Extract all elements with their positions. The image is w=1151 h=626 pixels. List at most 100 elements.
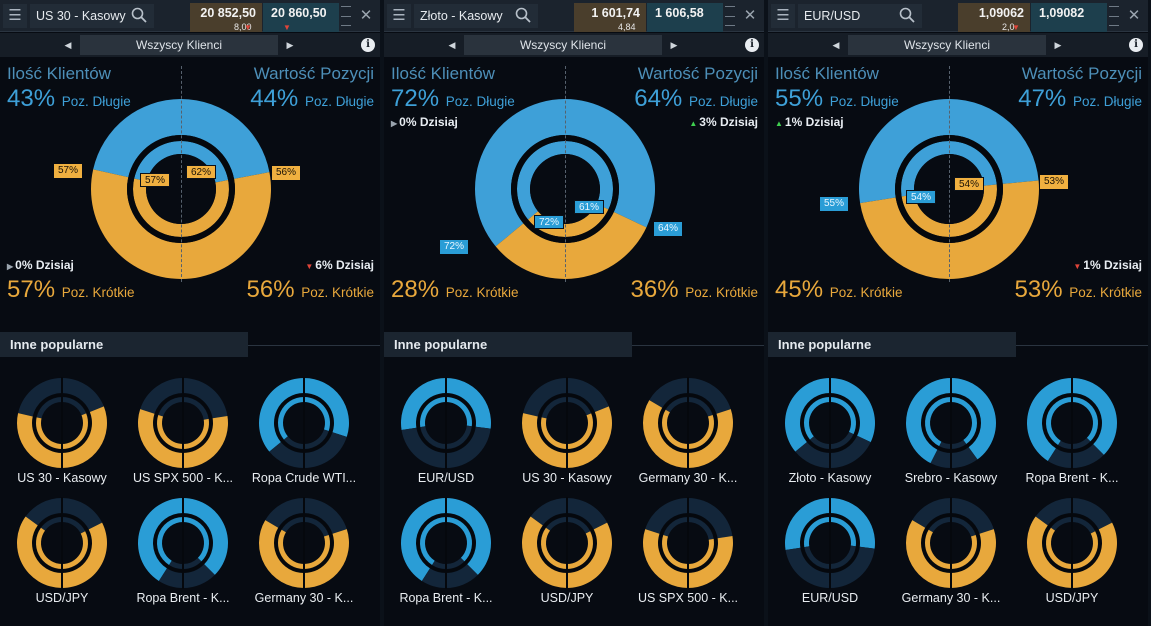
clients-outer-long-arc xyxy=(93,99,181,178)
mini-outer-left-long-arc xyxy=(530,498,567,526)
popular-instrument[interactable]: Germany 30 - K... xyxy=(629,377,747,495)
popular-instrument-name: Ropa Crude WTI... xyxy=(251,471,357,485)
mini-inner-left-long-arc xyxy=(663,517,688,537)
popular-instrument[interactable]: Ropa Crude WTI... xyxy=(245,377,363,495)
mini-inner-left-long-arc xyxy=(545,517,567,531)
search-icon[interactable] xyxy=(514,6,532,24)
prev-filter-icon[interactable]: ◀ xyxy=(832,40,840,50)
mini-inner-right-long-arc xyxy=(688,397,713,417)
spread-value: 8,00 xyxy=(234,22,252,32)
menu-icon[interactable]: ☰ xyxy=(387,4,411,28)
menu-icon[interactable]: ☰ xyxy=(771,4,795,28)
sell-down-arrow-icon: ▼ xyxy=(244,23,252,32)
popular-divider xyxy=(248,345,380,346)
client-filter-label[interactable]: Wszyscy Klienci xyxy=(848,35,1046,55)
sell-price-button[interactable]: 1 601,74 xyxy=(574,3,646,32)
popular-mini-donut xyxy=(138,377,228,469)
buy-price-button[interactable]: 1 606,58 xyxy=(647,3,723,32)
popular-heading: Inne popularne xyxy=(384,332,632,357)
mini-inner-left-long-arc xyxy=(36,397,62,419)
mini-outer-right-short-arc xyxy=(183,564,215,588)
search-icon[interactable] xyxy=(130,6,148,24)
drag-handle-icon[interactable] xyxy=(341,6,351,26)
mini-inner-right-long-arc xyxy=(446,517,472,562)
popular-mini-donut xyxy=(1027,497,1117,589)
popular-instrument[interactable]: US SPX 500 - K... xyxy=(629,497,747,615)
mini-inner-right-short-arc xyxy=(688,414,714,449)
mini-inner-right-long-arc xyxy=(1072,517,1096,534)
popular-instrument[interactable]: Srebro - Kasowy xyxy=(892,377,1010,495)
popular-instrument[interactable]: EUR/USD xyxy=(387,377,505,495)
mini-inner-left-short-arc xyxy=(1058,440,1072,449)
search-icon[interactable] xyxy=(898,6,916,24)
value-today-change: ▲ 3% Dzisiaj xyxy=(689,115,758,129)
info-icon[interactable]: i xyxy=(1129,38,1143,52)
mini-outer-left-long-arc xyxy=(140,378,183,414)
value-outer-short-arc xyxy=(181,172,272,279)
drag-handle-icon[interactable] xyxy=(725,6,735,26)
popular-instrument[interactable]: US SPX 500 - K... xyxy=(124,377,242,495)
mini-inner-left-long-arc xyxy=(928,517,951,533)
client-filter-label[interactable]: Wszyscy Klienci xyxy=(80,35,278,55)
popular-instrument[interactable]: Ropa Brent - K... xyxy=(387,497,505,615)
popular-instrument[interactable]: US 30 - Kasowy xyxy=(3,377,121,495)
popular-instrument-name: Ropa Brent - K... xyxy=(136,591,230,605)
popular-instrument[interactable]: USD/JPY xyxy=(508,497,626,615)
popular-instrument[interactable]: USD/JPY xyxy=(1013,497,1131,615)
next-filter-icon[interactable]: ▶ xyxy=(1054,40,1062,50)
popular-instrument-name: Germany 30 - K... xyxy=(638,471,738,485)
clients-heading: Ilość Klientów xyxy=(7,64,111,83)
info-icon[interactable]: i xyxy=(361,38,375,52)
mini-outer-left-short-arc xyxy=(1047,448,1072,468)
mini-outer-right-short-arc xyxy=(567,406,612,468)
popular-instrument[interactable]: Germany 30 - K... xyxy=(892,497,1010,615)
value-long-value: 47% xyxy=(1018,85,1067,112)
popular-instrument[interactable]: Ropa Brent - K... xyxy=(124,497,242,615)
popular-instrument[interactable]: Złoto - Kasowy xyxy=(771,377,889,495)
short-label: Poz. Krótkie xyxy=(445,285,519,300)
clients-outer-tag: 55% xyxy=(820,197,849,211)
next-filter-icon[interactable]: ▶ xyxy=(286,40,294,50)
clients-short-percent: 28% Poz. Krótkie xyxy=(391,276,519,304)
next-filter-icon[interactable]: ▶ xyxy=(670,40,678,50)
popular-instrument[interactable]: Ropa Brent - K... xyxy=(1013,377,1131,495)
instrument-selector[interactable]: US 30 - Kasowy xyxy=(30,4,154,28)
popular-instrument[interactable]: EUR/USD xyxy=(771,497,889,615)
info-icon[interactable]: i xyxy=(745,38,759,52)
instrument-selector[interactable]: Złoto - Kasowy xyxy=(414,4,538,28)
value-outer-tag: 64% xyxy=(654,222,683,236)
sentiment-donut-chart xyxy=(859,99,1039,279)
menu-icon[interactable]: ☰ xyxy=(3,4,27,28)
popular-instrument[interactable]: US 30 - Kasowy xyxy=(508,377,626,495)
clients-outer-long-arc xyxy=(859,99,949,204)
mini-outer-left-short-arc xyxy=(1027,516,1072,588)
mini-inner-left-long-arc xyxy=(40,517,62,531)
clients-today-text: 0% Dzisiaj xyxy=(15,258,74,272)
close-icon[interactable]: ✕ xyxy=(1127,7,1141,24)
value-short-value: 53% xyxy=(1014,276,1063,303)
prev-filter-icon[interactable]: ◀ xyxy=(448,40,456,50)
popular-instrument[interactable]: Germany 30 - K... xyxy=(245,497,363,615)
close-icon[interactable]: ✕ xyxy=(743,7,757,24)
value-inner-short-arc xyxy=(949,184,997,237)
value-short-value: 36% xyxy=(630,276,679,303)
drag-handle-icon[interactable] xyxy=(1109,6,1119,26)
value-heading: Wartość Pozycji xyxy=(253,64,374,83)
close-icon[interactable]: ✕ xyxy=(359,7,373,24)
popular-instrument-name: Złoto - Kasowy xyxy=(788,471,872,485)
prev-filter-icon[interactable]: ◀ xyxy=(64,40,72,50)
popular-instrument[interactable]: USD/JPY xyxy=(3,497,121,615)
sell-price-button[interactable]: 20 852,50 xyxy=(190,3,262,32)
buy-price-button[interactable]: 1,09082 xyxy=(1031,3,1107,32)
clients-inner-long-arc xyxy=(134,141,181,182)
clients-inner-short-arc xyxy=(133,178,181,237)
clients-outer-tag: 57% xyxy=(54,164,83,178)
mini-inner-right-long-arc xyxy=(304,517,329,537)
mini-outer-right-short-arc xyxy=(62,406,108,468)
buy-price-button[interactable]: 20 860,50 xyxy=(263,3,339,32)
popular-divider xyxy=(632,345,764,346)
mini-outer-right-long-arc xyxy=(688,378,731,414)
sell-price-button[interactable]: 1,09062 xyxy=(958,3,1030,32)
client-filter-label[interactable]: Wszyscy Klienci xyxy=(464,35,662,55)
mini-inner-right-short-arc xyxy=(567,531,593,569)
